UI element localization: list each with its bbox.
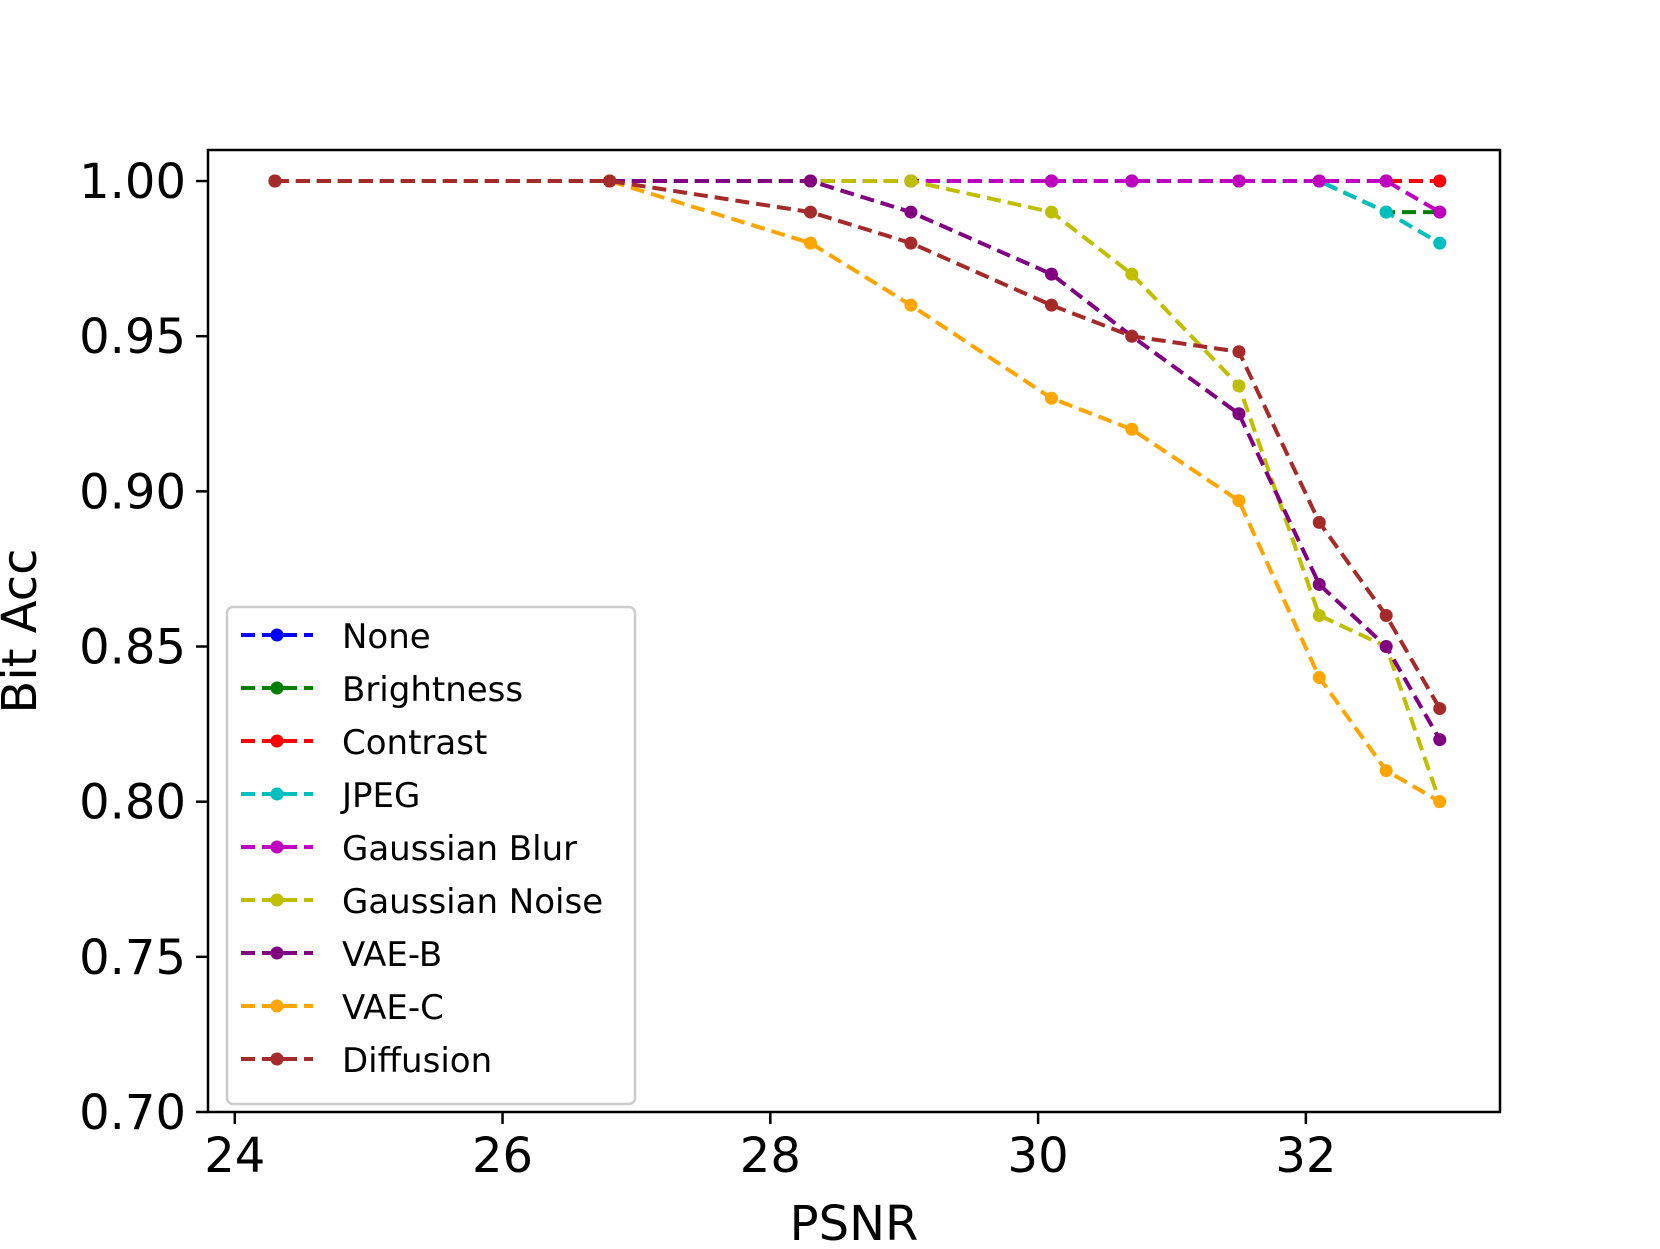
legend-swatch-marker-contrast — [270, 734, 284, 748]
series-line-jpeg — [274, 179, 1441, 245]
legend-label-diffusion: Diffusion — [342, 1041, 492, 1081]
y-tick-label: 1.00 — [79, 154, 186, 210]
data-point-diffusion — [1312, 515, 1326, 529]
data-point-vae-b — [1379, 640, 1393, 654]
data-point-vae-b — [1433, 733, 1447, 747]
plot-frame — [206, 148, 1502, 1114]
data-point-vae-c — [803, 236, 817, 250]
data-point-vae-c — [1312, 671, 1326, 685]
legend: None Brightness Contrast JPEG Gaussian Blur G… — [225, 605, 637, 1106]
data-point-vae-c — [1232, 494, 1246, 508]
data-point-gaussian-blur — [1379, 174, 1393, 188]
plot-area — [268, 174, 1447, 809]
data-point-vae-b — [904, 205, 918, 219]
data-point-gaussian-blur — [1312, 174, 1326, 188]
legend-label-jpeg: JPEG — [340, 776, 420, 816]
x-tick-label: 28 — [740, 1128, 801, 1184]
series-line-brightness — [274, 179, 1440, 215]
legend-box — [225, 605, 637, 1106]
x-tick-label: 26 — [472, 1128, 533, 1184]
data-point-gaussian-noise — [904, 174, 918, 188]
data-point-diffusion — [268, 174, 282, 188]
series-line-vae-b — [274, 179, 1442, 741]
legend-swatch-marker-gaussian-noise — [270, 893, 284, 907]
data-point-vae-c — [1433, 795, 1447, 809]
legend-swatch-marker-brightness — [270, 681, 284, 695]
legend-swatch-marker-vae-b — [270, 946, 284, 960]
legend-swatch-marker-jpeg — [270, 787, 284, 801]
data-point-diffusion — [1232, 345, 1246, 359]
data-point-vae-c — [1379, 764, 1393, 778]
data-point-gaussian-blur — [1433, 205, 1447, 219]
series-line-vae-c — [274, 179, 1441, 804]
data-point-diffusion — [603, 174, 617, 188]
y-tick-label: 0.75 — [79, 930, 186, 986]
x-tick-label: 30 — [1008, 1128, 1069, 1184]
data-point-gaussian-blur — [1044, 174, 1058, 188]
data-point-vae-c — [904, 298, 918, 312]
data-point-diffusion — [1433, 702, 1447, 716]
legend-label-vae-b: VAE-B — [342, 935, 442, 975]
y-tick-label: 0.70 — [79, 1085, 186, 1141]
series-line-gaussian-blur — [274, 179, 1441, 214]
y-tick-label: 0.95 — [79, 309, 186, 365]
data-point-gaussian-noise — [1232, 379, 1246, 393]
x-tick-label: 24 — [204, 1128, 265, 1184]
legend-label-contrast: Contrast — [342, 723, 487, 763]
x-axis-label: PSNR — [790, 1196, 919, 1245]
y-tick-label: 0.85 — [79, 620, 186, 676]
data-point-vae-b — [1232, 407, 1246, 421]
legend-swatch-marker-diffusion — [270, 1052, 284, 1066]
data-point-diffusion — [803, 205, 817, 219]
data-point-gaussian-noise — [1044, 205, 1058, 219]
data-point-vae-c — [1044, 391, 1058, 405]
data-point-vae-c — [1125, 422, 1139, 436]
y-tick-label: 0.80 — [79, 775, 186, 831]
data-point-jpeg — [1379, 205, 1393, 219]
data-point-gaussian-noise — [1125, 267, 1139, 281]
y-tick-label: 0.90 — [79, 464, 186, 520]
data-point-diffusion — [904, 236, 918, 250]
legend-label-none: None — [342, 617, 431, 657]
data-point-diffusion — [1125, 329, 1139, 343]
legend-label-gaussian-noise: Gaussian Noise — [342, 882, 603, 922]
data-point-gaussian-blur — [1125, 174, 1139, 188]
data-point-gaussian-blur — [1232, 174, 1246, 188]
legend-label-brightness: Brightness — [342, 670, 523, 710]
legend-swatch-marker-gaussian-blur — [270, 840, 284, 854]
legend-label-gaussian-blur: Gaussian Blur — [342, 829, 577, 869]
y-axis-label: Bit Acc — [0, 548, 48, 713]
data-point-jpeg — [1433, 236, 1447, 250]
data-point-diffusion — [1044, 298, 1058, 312]
legend-swatch-marker-none — [270, 628, 284, 642]
data-point-diffusion — [1379, 608, 1393, 622]
legend-swatch-marker-vae-c — [270, 999, 284, 1013]
axes: 24 26 28 30 32 0.70 0.75 0.80 0.85 0.90 0.95 1.00 — [79, 148, 1502, 1184]
legend-label-vae-c: VAE-C — [342, 988, 444, 1028]
x-tick-label: 32 — [1275, 1128, 1336, 1184]
data-point-contrast — [1433, 174, 1447, 188]
data-point-vae-b — [1044, 267, 1058, 281]
data-point-gaussian-noise — [1312, 608, 1326, 622]
data-point-vae-b — [1312, 577, 1326, 591]
series-line-gaussian-noise — [274, 179, 1442, 803]
data-point-vae-b — [803, 174, 817, 188]
